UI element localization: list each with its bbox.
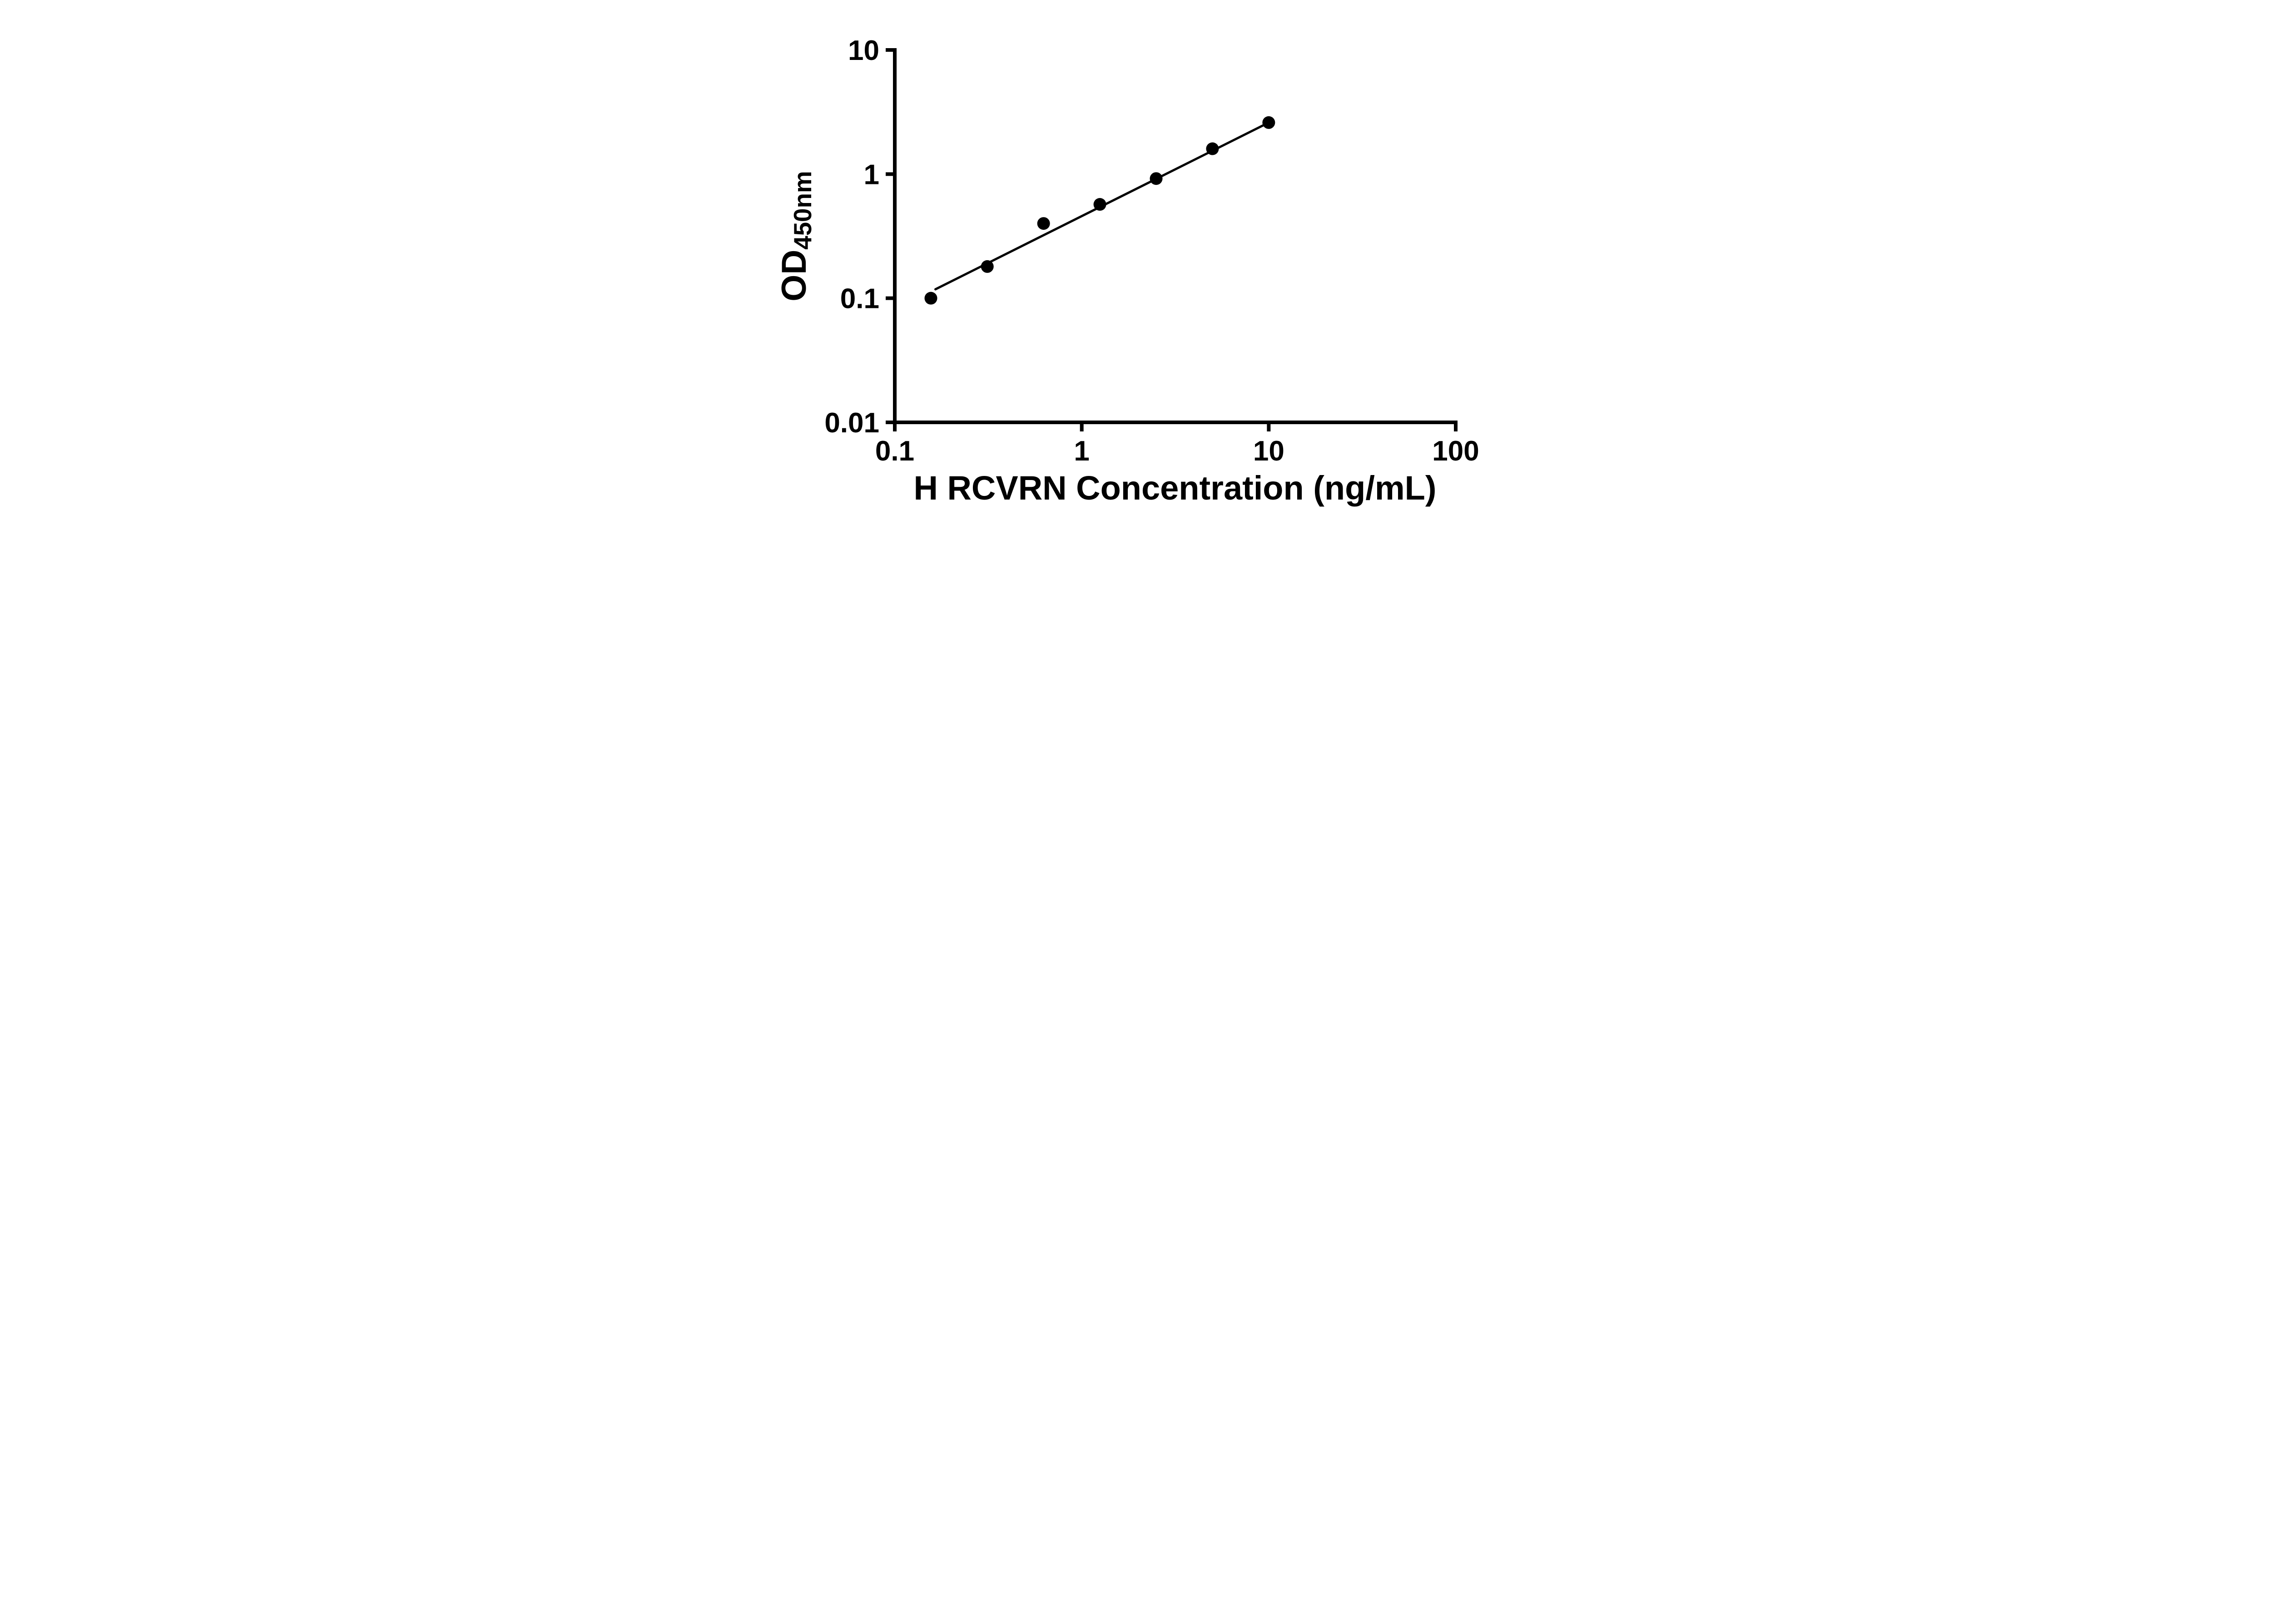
x-tick-label: 100: [1432, 436, 1479, 467]
data-point: [1037, 217, 1050, 230]
y-axis-title-base: OD: [775, 249, 814, 302]
x-tick-label: 1: [1074, 436, 1089, 467]
y-tick-label: 1: [864, 159, 879, 190]
data-point: [1150, 172, 1163, 185]
data-point: [1206, 142, 1219, 155]
data-point: [1093, 198, 1106, 211]
y-tick-label: 10: [848, 35, 879, 66]
axis-lines: [893, 48, 1458, 424]
y-axis-title: OD450nm: [775, 171, 817, 302]
data-point: [924, 292, 937, 305]
data-point: [981, 260, 994, 273]
data-point: [1262, 116, 1275, 129]
x-axis-title: H RCVRN Concentration (ng/mL): [913, 469, 1437, 507]
y-axis-title-subscript: 450nm: [788, 171, 817, 250]
elisa-standard-curve-chart: 0.1 1 10 100 0.01 0.1 1 10 H RCVRN Concentratio…: [747, 0, 1524, 541]
x-tick-label: 0.1: [875, 436, 914, 467]
x-tick-label: 10: [1253, 436, 1284, 467]
y-tick-label: 0.1: [840, 283, 879, 315]
y-tick-label: 0.01: [824, 407, 879, 439]
